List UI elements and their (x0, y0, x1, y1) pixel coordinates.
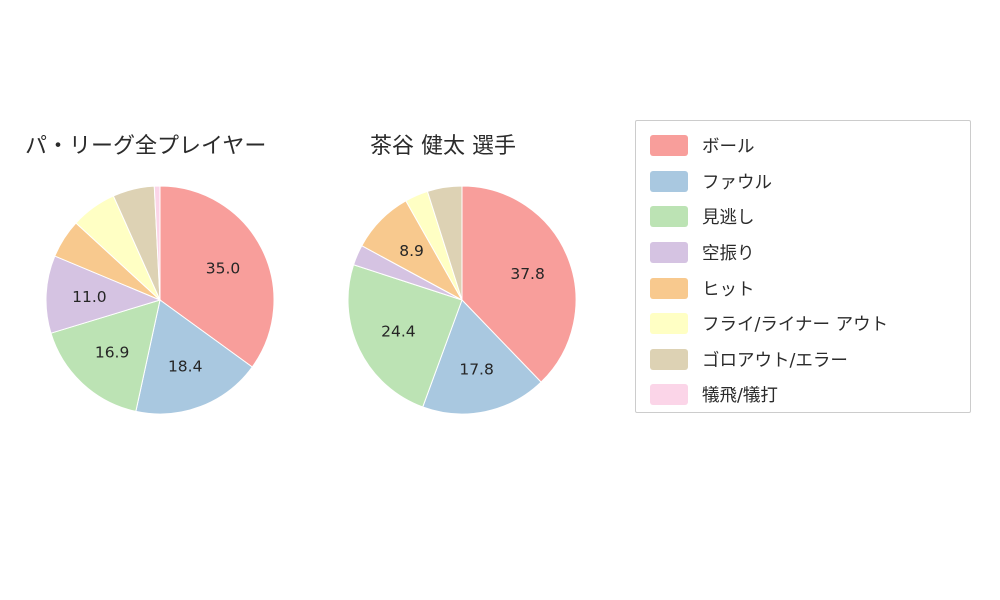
legend-item: 犠飛/犠打 (650, 377, 970, 413)
legend-swatch-swinging (650, 242, 688, 264)
legend-label: ヒット (702, 279, 755, 300)
legend-label: 見逃し (702, 208, 755, 229)
legend-label: フライ/ライナー アウト (702, 315, 889, 336)
chart-title-player: 茶谷 健太 選手 (370, 134, 516, 159)
legend-item: ファウル (650, 164, 970, 200)
pie-value-label: 35.0 (206, 259, 241, 277)
chart-title-league: パ・リーグ全プレイヤー (25, 134, 267, 159)
pie-value-label: 37.8 (510, 265, 545, 283)
pie-slice-0-7 (153, 185, 161, 301)
legend: ボール ファウル 見逃し 空振り ヒット フライ/ライナー アウト ゴロアウト/… (635, 120, 971, 413)
legend-swatch-groundout-error (650, 348, 688, 370)
legend-label: ファウル (702, 172, 772, 193)
legend-label: 犠飛/犠打 (702, 386, 778, 407)
pie-slice-1-6 (426, 185, 463, 301)
legend-item: 空振り (650, 235, 970, 271)
pie-chart-player: 37.8 17.8 24.4 8.9 (347, 185, 577, 415)
legend-item: ヒット (650, 270, 970, 306)
legend-swatch-ball (650, 135, 688, 157)
legend-item: フライ/ライナー アウト (650, 306, 970, 342)
legend-swatch-hit (650, 277, 688, 299)
pie-slice-0-3 (45, 255, 162, 334)
pie-slice-1-1 (422, 299, 542, 415)
pie-slice-1-0 (461, 185, 577, 383)
legend-label: ボール (702, 137, 755, 158)
legend-swatch-looking (650, 206, 688, 228)
legend-item: ボール (650, 128, 970, 164)
legend-label: ゴロアウト/エラー (702, 350, 848, 371)
pie-slice-0-1 (135, 299, 253, 415)
pie-value-label: 11.0 (72, 288, 107, 306)
legend-swatch-foul (650, 170, 688, 192)
legend-item: 見逃し (650, 199, 970, 235)
legend-label: 空振り (702, 244, 755, 265)
pie-value-label: 17.8 (459, 361, 494, 379)
pie-value-label: 16.9 (95, 344, 130, 362)
pie-chart-league: 35.0 18.4 16.9 11.0 (45, 185, 275, 415)
pie-slice-1-2 (347, 264, 463, 408)
pie-slice-0-0 (159, 185, 275, 368)
legend-swatch-sacrifice (650, 384, 688, 406)
pie-value-label: 24.4 (381, 322, 416, 340)
pie-slice-0-2 (50, 299, 161, 413)
legend-swatch-fly-liner-out (650, 313, 688, 335)
pie-value-label: 18.4 (168, 358, 203, 376)
legend-item: ゴロアウト/エラー (650, 342, 970, 378)
pie-value-label: 8.9 (399, 242, 424, 260)
